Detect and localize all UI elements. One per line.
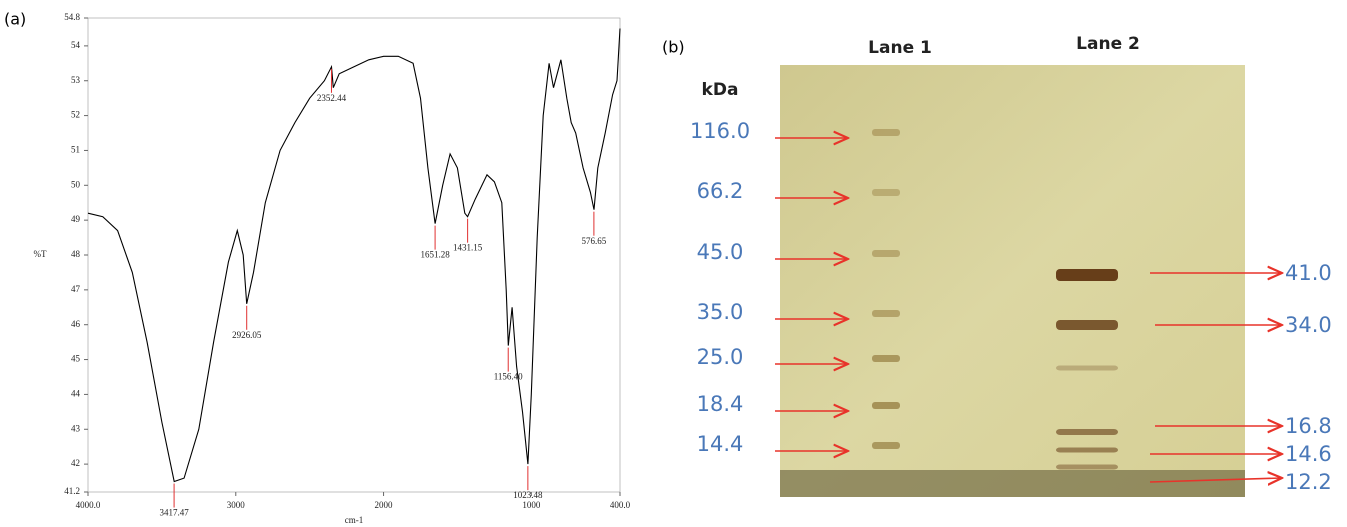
x-axis-label: cm-1 <box>345 515 364 525</box>
y-tick-label: 44 <box>71 388 81 398</box>
lane-label: Lane 1 <box>868 38 932 58</box>
y-tick-label: 42 <box>71 458 80 468</box>
marker-label: 18.4 <box>697 392 744 416</box>
x-tick-label: 1000 <box>522 500 541 510</box>
sample-label: 14.6 <box>1285 442 1332 466</box>
y-tick-label: 46 <box>71 319 81 329</box>
peak-label: 2352.44 <box>317 93 347 103</box>
gel-panel: Lane 1 Lane 2 kDa 116.0 66.2 45.0 35.0 25.0 18.4… <box>690 34 1332 497</box>
marker-band <box>872 310 900 317</box>
peak-label: 1651.28 <box>420 250 450 260</box>
panel-label: (b) <box>662 38 685 57</box>
x-tick-label: 400.0 <box>610 500 631 510</box>
y-tick-label: 47 <box>71 284 81 294</box>
y-tick-label: 50 <box>71 179 81 189</box>
sample-band <box>1056 365 1118 371</box>
peak-label: 1431.15 <box>453 243 483 253</box>
y-tick-label: 48 <box>71 249 81 259</box>
sample-label: 41.0 <box>1285 261 1332 285</box>
spectrum-line <box>87 28 621 483</box>
plot-frame <box>87 17 621 493</box>
sample-label: 34.0 <box>1285 313 1332 337</box>
peak-label: 1156.40 <box>494 372 523 382</box>
y-tick-label: 43 <box>71 423 81 433</box>
arrow <box>1149 478 1282 482</box>
panel-label: (a) <box>4 10 26 29</box>
y-tick-label: 41.2 <box>64 486 80 496</box>
sample-label: 16.8 <box>1285 414 1332 438</box>
peak-label: 576.65 <box>582 236 607 246</box>
y-tick-label: 51 <box>71 145 80 155</box>
peak-label: 2926.05 <box>232 330 262 340</box>
marker-band <box>872 189 900 196</box>
y-tick-label: 54 <box>71 40 81 50</box>
marker-band <box>872 442 900 449</box>
sample-band <box>1056 447 1118 453</box>
marker-band <box>872 250 900 257</box>
peak-label: 1023.48 <box>513 490 543 500</box>
y-tick-label: 53 <box>71 75 81 85</box>
y-axis-label: %T <box>34 249 47 259</box>
x-tick-label: 3000 <box>227 500 246 510</box>
marker-band <box>872 355 900 362</box>
x-tick-label: 4000.0 <box>76 500 101 510</box>
marker-band <box>872 129 900 136</box>
marker-label: 35.0 <box>697 300 744 324</box>
sample-band <box>1056 269 1118 281</box>
lane-label: Lane 2 <box>1076 34 1140 54</box>
gel-front <box>780 470 1245 497</box>
marker-label: 45.0 <box>697 240 744 264</box>
marker-label: 25.0 <box>697 345 744 369</box>
marker-band <box>872 402 900 409</box>
marker-label: 116.0 <box>690 119 750 143</box>
ftir-chart: 41.2 42 43 44 45 46 47 48 49 50 51 52 53 54 54.8 4000.0… <box>34 12 631 525</box>
y-tick-label: 54.8 <box>64 12 80 22</box>
sample-band <box>1056 429 1118 435</box>
y-tick-label: 49 <box>71 214 81 224</box>
y-tick-label: 52 <box>71 110 80 120</box>
gel-image <box>780 65 1245 497</box>
x-tick-label: 2000 <box>375 500 394 510</box>
peak-label: 3417.47 <box>159 508 189 518</box>
y-tick-label: 45 <box>71 354 81 364</box>
unit-label: kDa <box>702 80 739 100</box>
sample-band <box>1056 464 1118 470</box>
marker-label: 14.4 <box>697 432 744 456</box>
sample-band <box>1056 320 1118 330</box>
marker-label: 66.2 <box>697 179 744 203</box>
sample-label: 12.2 <box>1285 470 1332 494</box>
